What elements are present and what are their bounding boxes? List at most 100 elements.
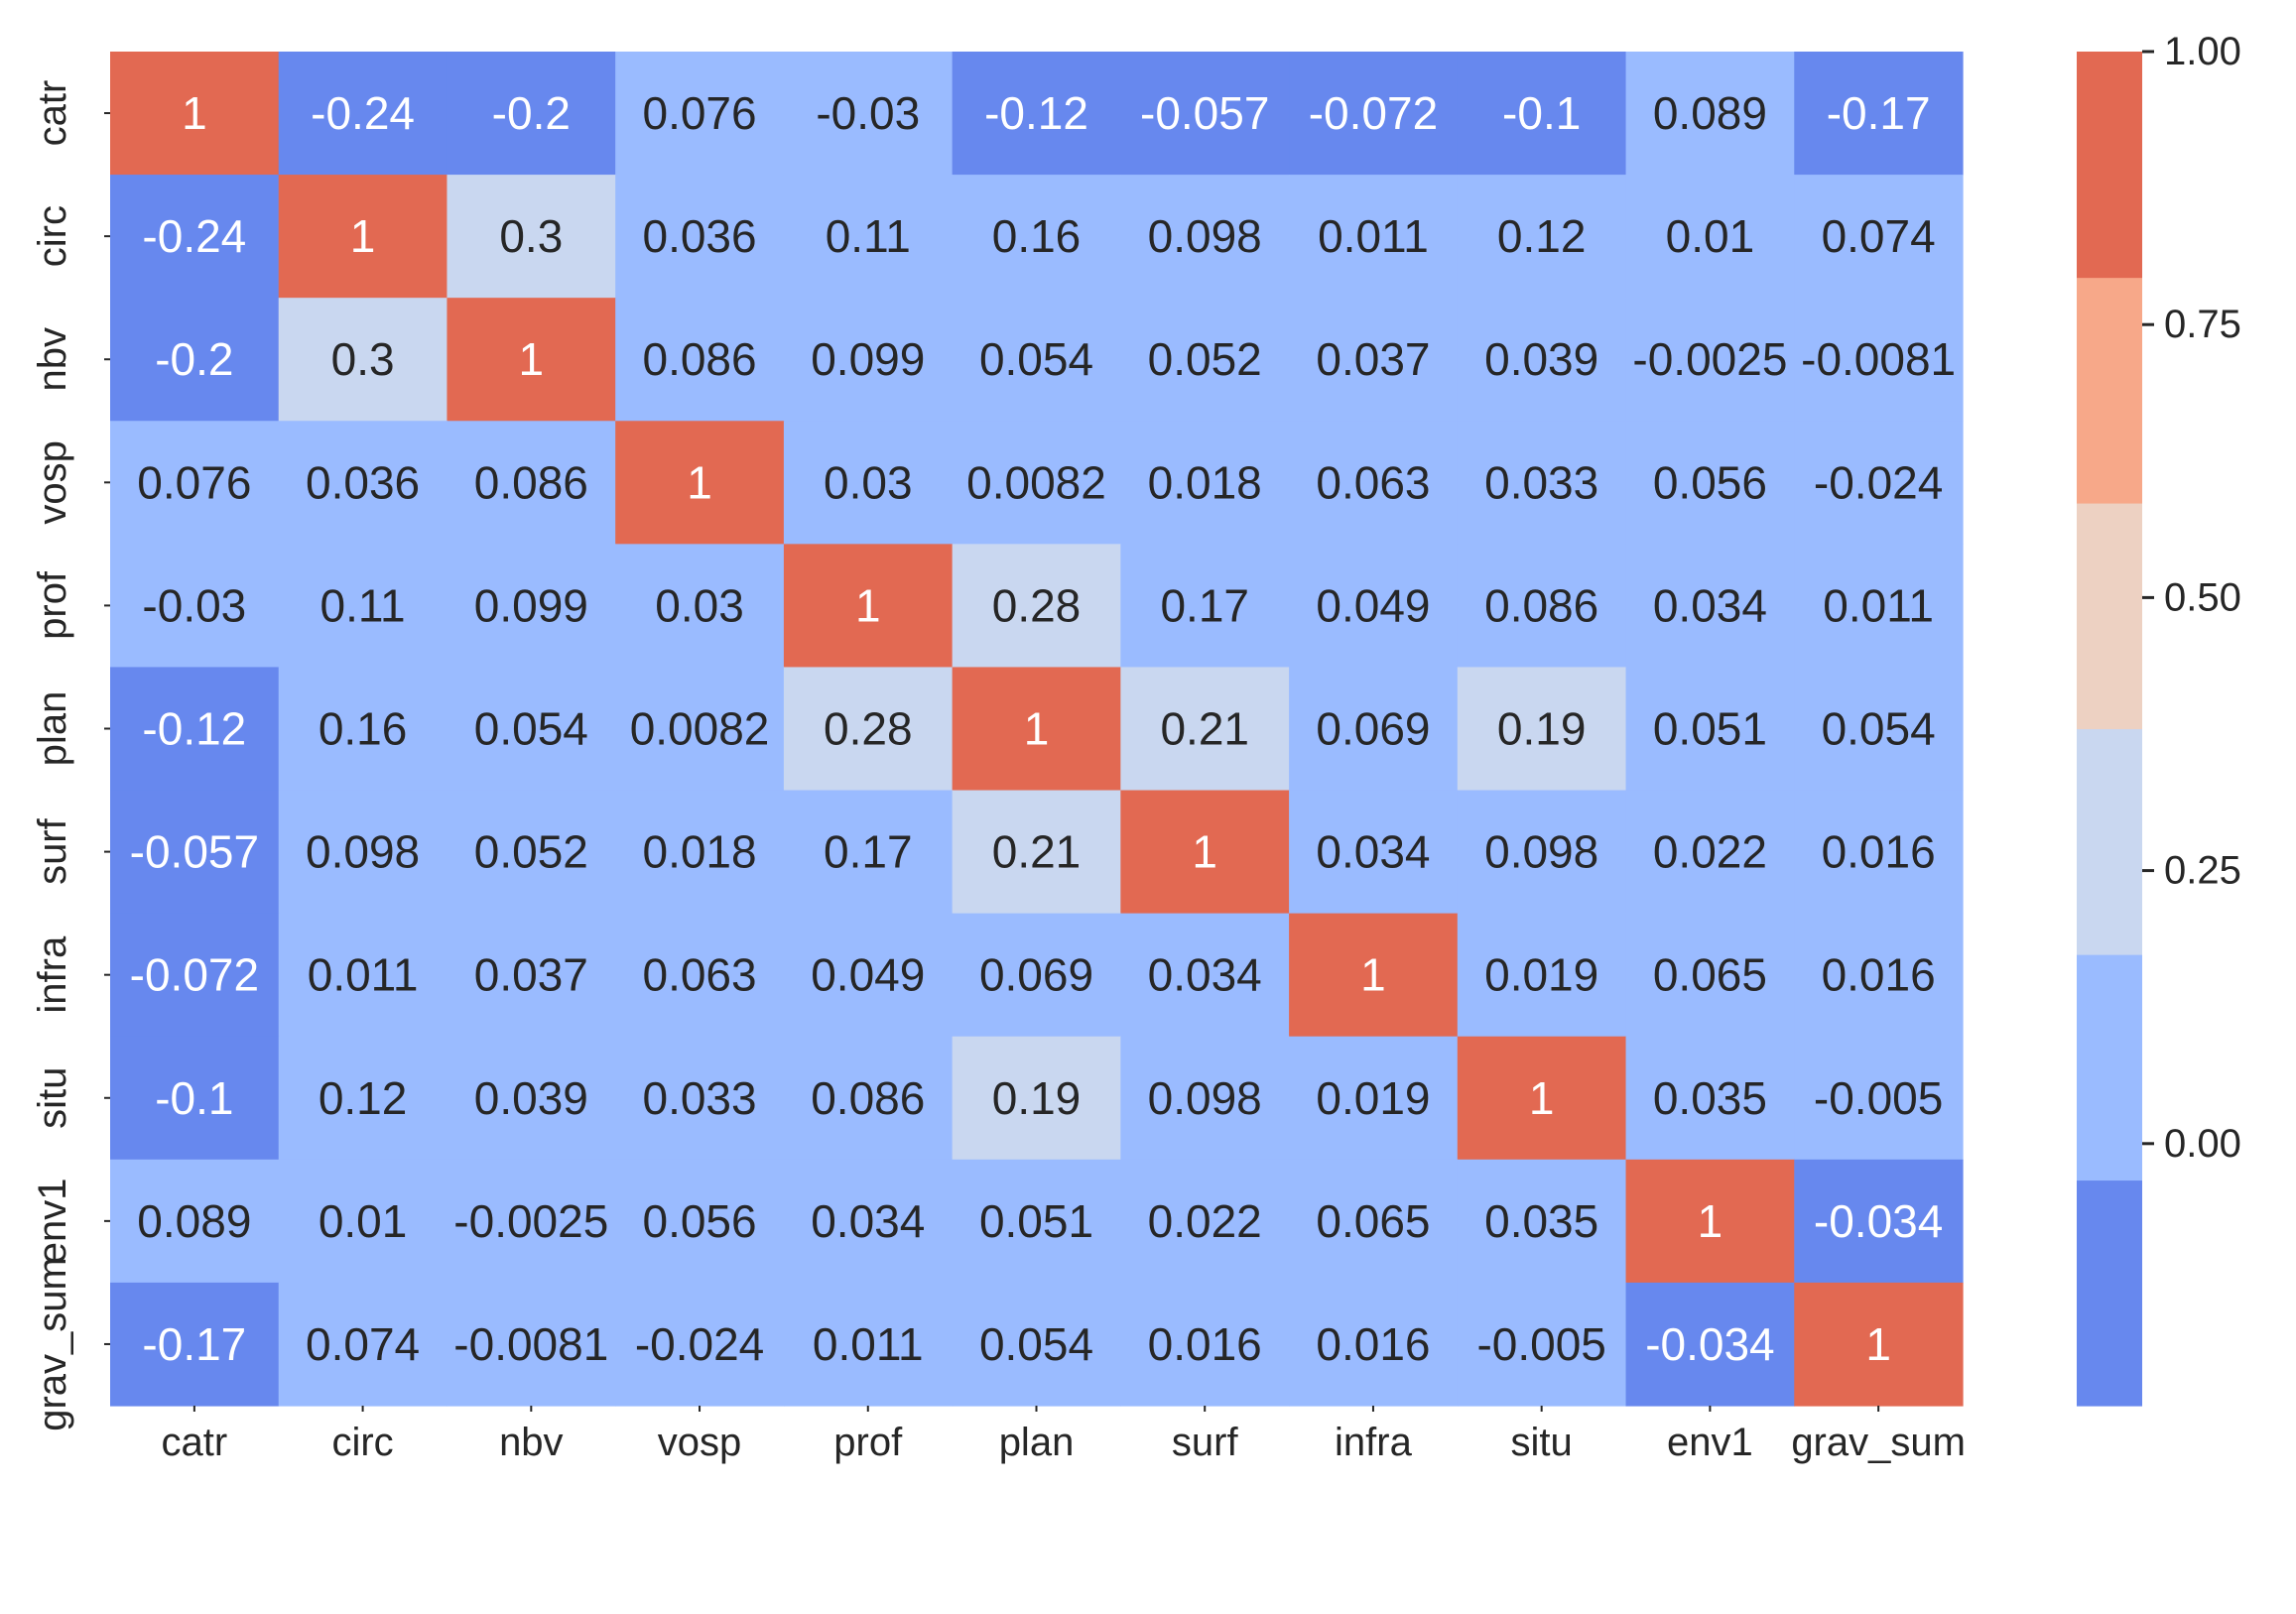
heatmap-cell — [1794, 790, 1964, 915]
cell-annotation: 0.056 — [1653, 456, 1767, 508]
cell-annotation: 0.074 — [306, 1318, 420, 1370]
heatmap-cell — [110, 298, 280, 422]
y-tick-label: prof — [31, 570, 74, 640]
cell-annotation: 0.19 — [992, 1072, 1082, 1124]
heatmap-cell — [1289, 1036, 1459, 1161]
heatmap-cell — [110, 421, 280, 545]
heatmap-cell — [783, 1036, 954, 1161]
heatmap-cell — [1289, 52, 1459, 176]
cell-annotation: 0.056 — [642, 1195, 756, 1247]
heatmap-cell — [783, 544, 954, 669]
heatmap-cell — [1120, 52, 1290, 176]
heatmap-cell — [1120, 667, 1290, 792]
cell-annotation: 0.052 — [474, 826, 588, 878]
colorbar: 0.00 0.25 0.50 0.75 1.00 — [2077, 30, 2241, 1407]
cell-annotation: -0.005 — [1814, 1072, 1943, 1124]
heatmap-cell — [1457, 1159, 1627, 1284]
heatmap-cell — [1289, 544, 1459, 669]
cell-annotation: 0.019 — [1484, 949, 1598, 1001]
cell-annotation: 0.074 — [1822, 210, 1936, 262]
cell-annotation: 0.069 — [1316, 703, 1430, 755]
cell-annotation: 1 — [1360, 949, 1386, 1001]
heatmap-cell — [952, 790, 1121, 915]
heatmap-cell — [1457, 298, 1627, 422]
heatmap-cell — [1625, 1159, 1795, 1284]
cell-annotation: -0.1 — [155, 1072, 233, 1124]
cell-annotation: 0.17 — [824, 826, 913, 878]
cell-annotation: 0.016 — [1822, 949, 1936, 1001]
heatmap-cell — [1289, 667, 1459, 792]
cell-annotation: -0.057 — [130, 826, 259, 878]
cell-annotation: -0.0081 — [453, 1318, 608, 1370]
cell-annotation: 0.035 — [1653, 1072, 1767, 1124]
cell-annotation: -0.03 — [816, 87, 920, 139]
heatmap-cell — [446, 1282, 616, 1407]
heatmap-cell — [1794, 175, 1964, 299]
cell-annotation: 0.033 — [1484, 456, 1598, 508]
heatmap-cell — [1794, 421, 1964, 545]
cell-annotation: 0.016 — [1148, 1318, 1262, 1370]
heatmap-cell — [1794, 667, 1964, 792]
heatmap-cell — [615, 667, 785, 792]
cell-annotation: 0.051 — [979, 1195, 1093, 1247]
cell-annotation: -0.072 — [130, 949, 259, 1001]
cell-annotation: -0.0025 — [1632, 333, 1787, 385]
x-tick-label: surf — [1172, 1421, 1239, 1464]
heatmap-cell — [110, 790, 280, 915]
cell-annotation: 0.3 — [499, 210, 563, 262]
colorbar-bin — [2077, 1179, 2142, 1407]
heatmap-cell — [1794, 298, 1964, 422]
x-tick-label: nbv — [499, 1421, 564, 1464]
cell-annotation: -0.17 — [142, 1318, 246, 1370]
cell-annotation: 1 — [1024, 703, 1050, 755]
heatmap-cell — [615, 1159, 785, 1284]
cell-annotation: 0.035 — [1484, 1195, 1598, 1247]
y-tick-label: situ — [31, 1067, 74, 1129]
heatmap-cell — [1625, 913, 1795, 1038]
cell-annotation: 0.052 — [1148, 333, 1262, 385]
heatmap-cell — [1289, 175, 1459, 299]
heatmap-cell — [110, 667, 280, 792]
y-tick-label: vosp — [31, 440, 74, 525]
cell-annotation: 0.054 — [979, 333, 1093, 385]
cell-annotation: -0.072 — [1309, 87, 1438, 139]
cell-annotation: 0.16 — [319, 703, 408, 755]
colorbar-bin — [2077, 954, 2142, 1181]
cell-annotation: 0.039 — [1484, 333, 1598, 385]
cell-annotation: 0.098 — [1148, 210, 1262, 262]
heatmap-cell — [1794, 913, 1964, 1038]
heatmap-cell — [615, 544, 785, 669]
cell-annotation: 0.098 — [1484, 826, 1598, 878]
cell-annotation: 1 — [1865, 1318, 1891, 1370]
heatmap-cell — [615, 175, 785, 299]
heatmap-cell — [952, 298, 1121, 422]
cell-annotation: 0.034 — [1316, 826, 1430, 878]
heatmap-cell — [446, 175, 616, 299]
cell-annotation: 0.3 — [331, 333, 395, 385]
y-tick-label: env1 — [31, 1178, 74, 1264]
heatmap-cell — [1625, 52, 1795, 176]
heatmap-cell — [783, 1159, 954, 1284]
heatmap-cell — [278, 1282, 448, 1407]
cell-annotation: 0.16 — [992, 210, 1082, 262]
heatmap-cell — [446, 421, 616, 545]
heatmap-cell — [1120, 298, 1290, 422]
heatmap-cell — [1457, 913, 1627, 1038]
cell-annotation: 0.0082 — [630, 703, 770, 755]
cell-annotation: -0.0025 — [453, 1195, 608, 1247]
heatmap-cell — [1625, 1036, 1795, 1161]
heatmap-cell — [1289, 298, 1459, 422]
heatmap-cell — [110, 1159, 280, 1284]
cell-annotation: 1 — [182, 87, 207, 139]
heatmap-cell — [446, 1036, 616, 1161]
cell-annotation: 0.076 — [137, 456, 251, 508]
cell-annotation: 0.022 — [1148, 1195, 1262, 1247]
heatmap-cell — [1457, 544, 1627, 669]
heatmap-cell — [1625, 421, 1795, 545]
cell-annotation: 1 — [687, 456, 712, 508]
heatmap-cell — [110, 1036, 280, 1161]
heatmap-cell — [1120, 1159, 1290, 1284]
x-tick-label: prof — [833, 1421, 903, 1464]
cell-annotation: 0.0082 — [966, 456, 1106, 508]
